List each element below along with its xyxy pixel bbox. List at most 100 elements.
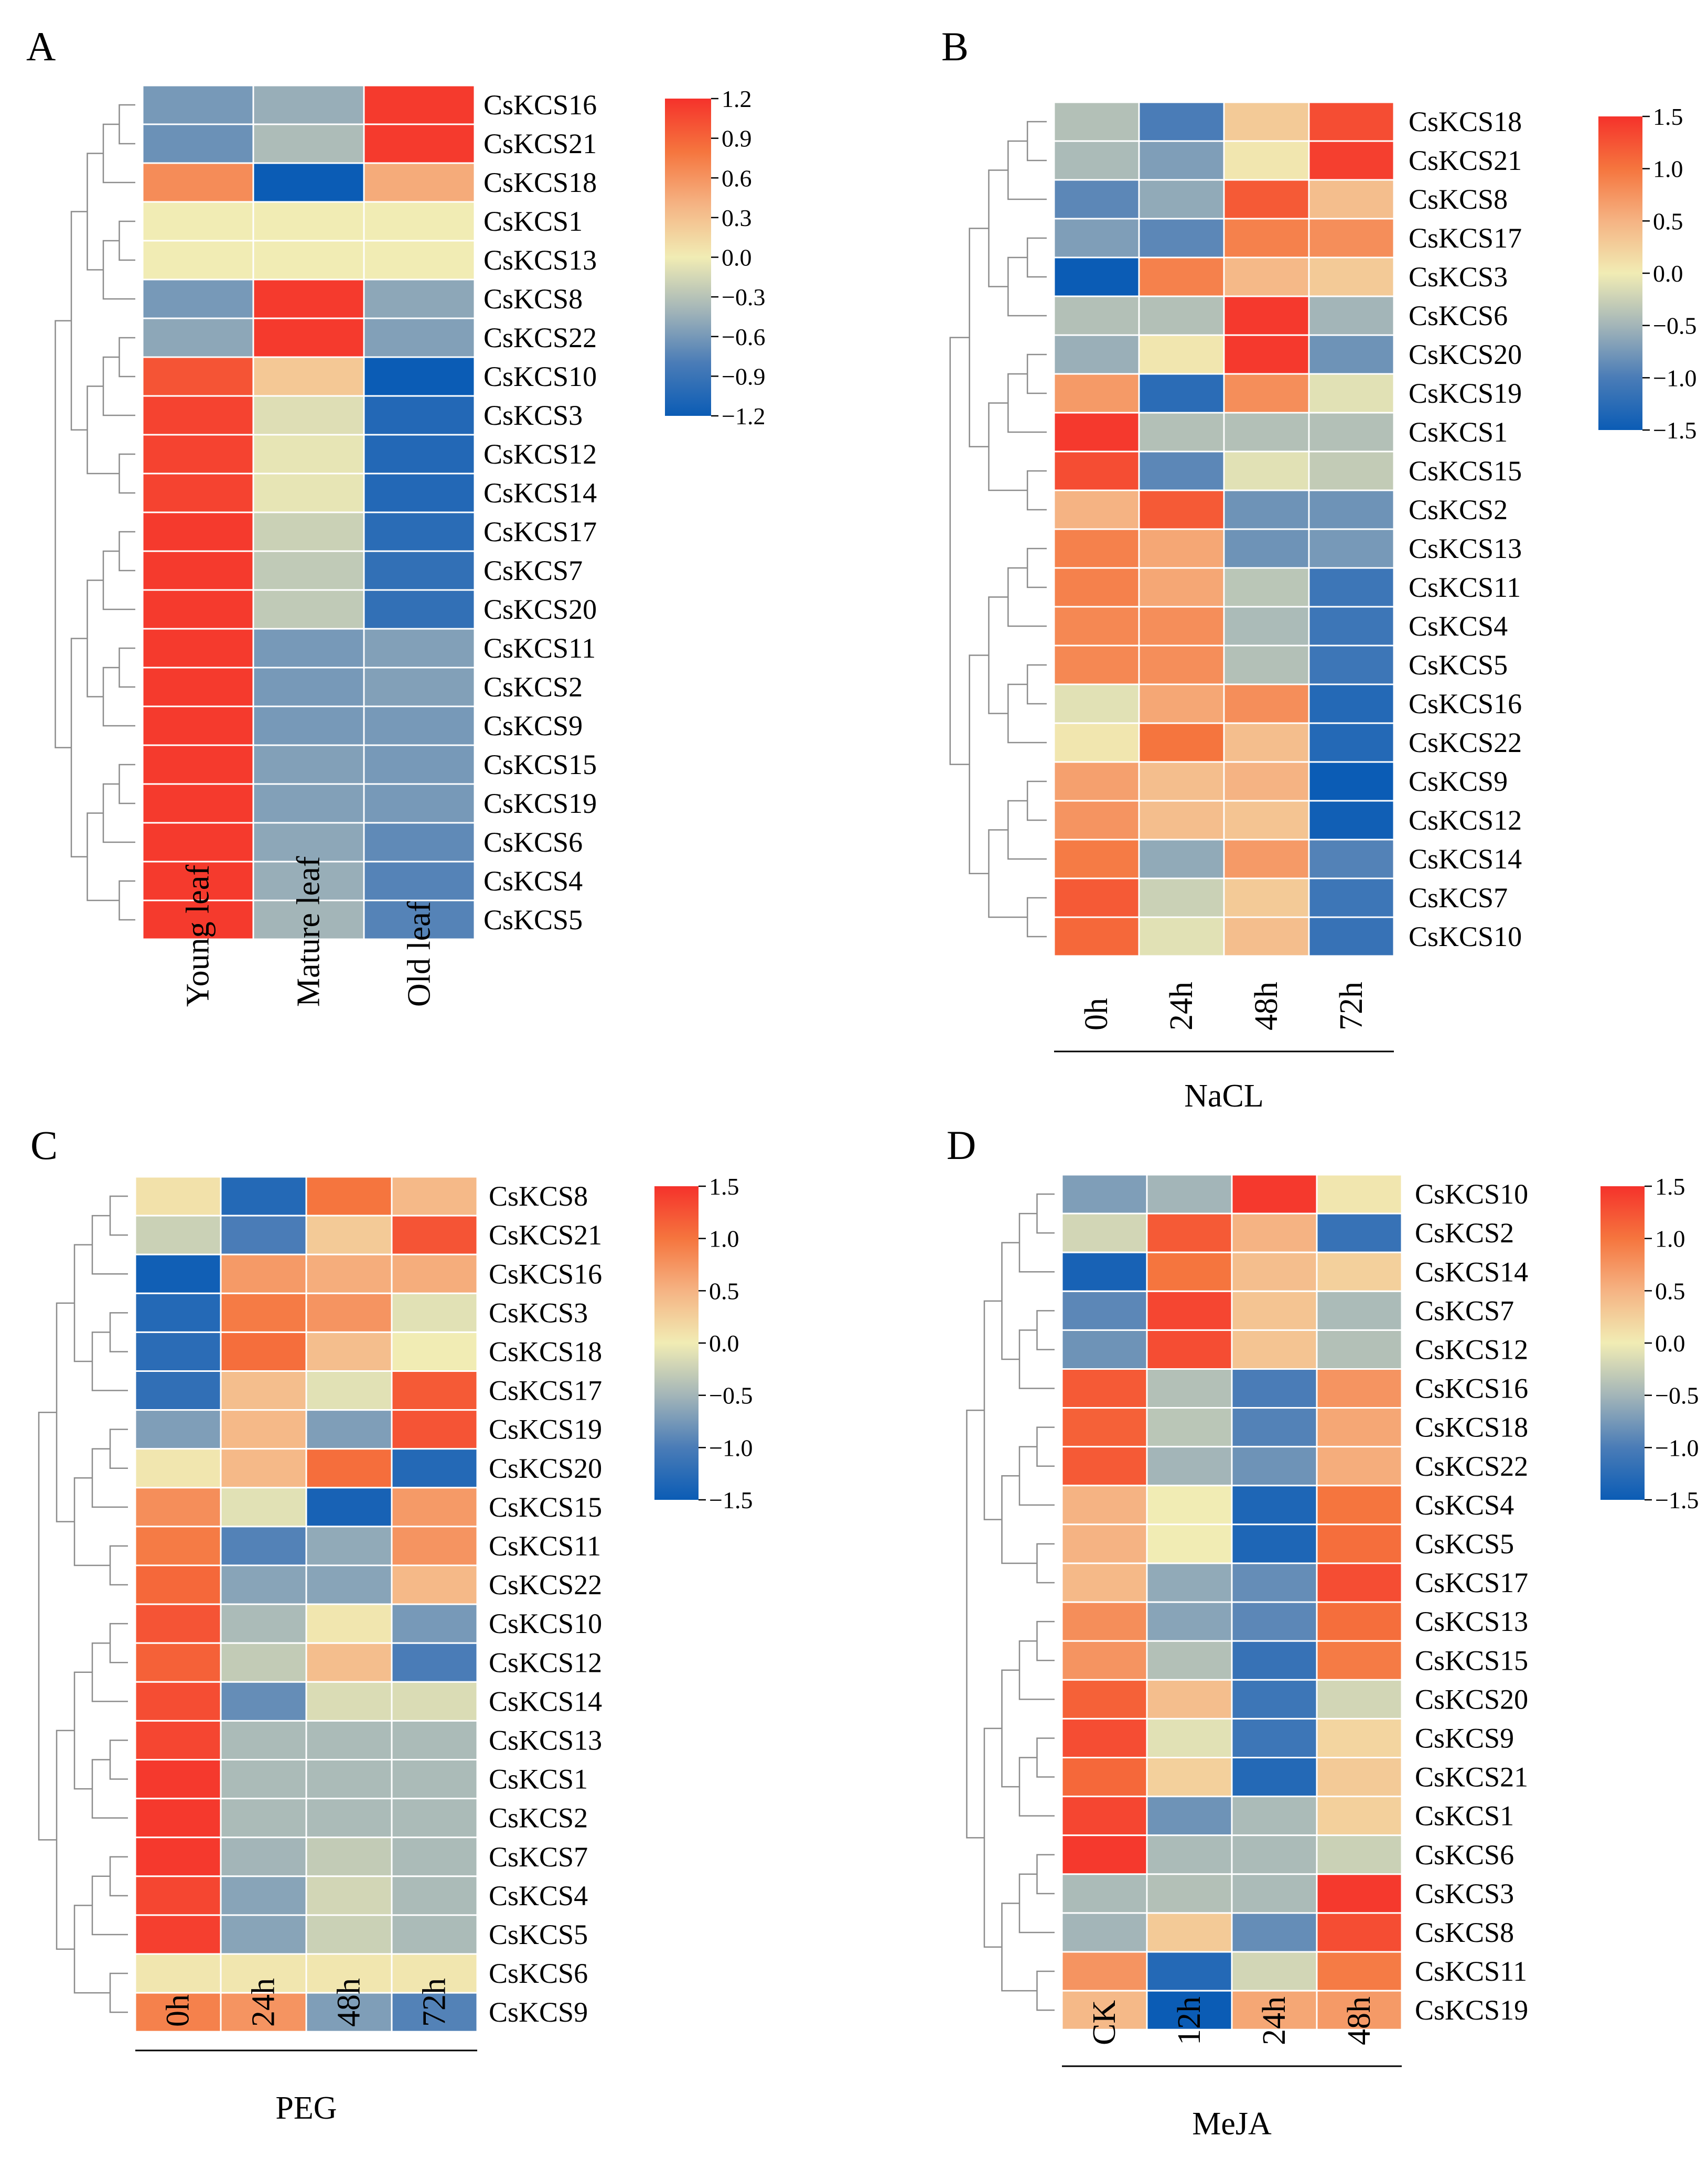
heatmap-cell xyxy=(1223,761,1310,802)
heatmap-cell xyxy=(1061,1640,1148,1681)
heatmap-cell xyxy=(391,1370,478,1411)
heatmap-cell xyxy=(134,1409,222,1450)
row-label: CsKCS19 xyxy=(1409,378,1522,409)
heatmap-cell xyxy=(134,1914,222,1955)
heatmap-cell xyxy=(1053,606,1140,647)
heatmap-cell xyxy=(1316,1601,1403,1642)
heatmap-cell xyxy=(363,861,476,901)
heatmap-cell xyxy=(1061,1290,1148,1331)
row-label: CsKCS20 xyxy=(489,1453,602,1484)
heatmap-cell xyxy=(1053,218,1140,259)
heatmap-cell xyxy=(220,1526,307,1566)
colorbar-tick-label: −1.0 xyxy=(1653,364,1696,391)
heatmap-cell xyxy=(1138,179,1225,220)
heatmap-cell xyxy=(1053,567,1140,608)
heatmap-cell xyxy=(305,1837,393,1877)
row-label: CsKCS21 xyxy=(1409,145,1522,176)
heatmap-cell xyxy=(1308,334,1395,375)
heatmap-cell xyxy=(305,1875,393,1916)
heatmap-cell xyxy=(1053,373,1140,414)
heatmap-cell xyxy=(305,1759,393,1800)
row-label: CsKCS16 xyxy=(1415,1373,1528,1404)
heatmap-cell xyxy=(220,1292,307,1333)
heatmap-cell xyxy=(1146,1290,1233,1331)
heatmap-cell xyxy=(220,1875,307,1916)
row-label: CsKCS7 xyxy=(1415,1295,1514,1326)
heatmap-cell xyxy=(1231,1523,1318,1564)
heatmap-cell xyxy=(1061,1834,1148,1875)
heatmap-cell xyxy=(391,1720,478,1760)
column-label: 0h xyxy=(160,1994,196,2027)
row-label: CsKCS16 xyxy=(489,1258,602,1290)
dendrogram-branch xyxy=(119,337,135,378)
heatmap-cell xyxy=(391,1409,478,1450)
heatmap-cell xyxy=(220,1798,307,1839)
row-label: CsKCS11 xyxy=(484,632,596,664)
column-label: Old leaf xyxy=(402,901,437,1007)
heatmap-cell xyxy=(363,356,476,397)
dendrogram-branch xyxy=(119,764,135,804)
heatmap-cell xyxy=(1231,1757,1318,1798)
heatmap-panel-a: A CsKCS16 CsKCS21 CsKCS18 CsKCS1 CsKCS13 CsKCS… xyxy=(26,24,765,1007)
colorbar-tick-label: 1.5 xyxy=(1655,1173,1685,1200)
row-label: CsKCS3 xyxy=(1415,1878,1514,1909)
heatmap-cell xyxy=(142,240,254,281)
heatmap-cell xyxy=(1231,1990,1318,2031)
row-label: CsKCS1 xyxy=(1409,416,1508,448)
colorbar-tick-label: −0.6 xyxy=(722,324,765,350)
heatmap-cell xyxy=(1146,1174,1233,1215)
heatmap-cell xyxy=(1138,412,1225,453)
row-label: CsKCS12 xyxy=(1415,1334,1528,1365)
heatmap-cell xyxy=(391,1759,478,1800)
row-label: CsKCS15 xyxy=(484,749,597,780)
heatmap-cell xyxy=(1308,179,1395,220)
heatmap-cell xyxy=(1061,1368,1148,1409)
dendrogram-branch xyxy=(119,531,135,572)
heatmap-cell xyxy=(1223,489,1310,530)
heatmap-cell xyxy=(363,744,476,785)
heatmap-cell xyxy=(1231,1174,1318,1215)
heatmap-cell xyxy=(252,705,365,746)
heatmap-cell xyxy=(1223,800,1310,841)
row-label: CsKCS3 xyxy=(484,400,583,431)
dendrogram-branch xyxy=(1026,547,1047,588)
row-label: CsKCS2 xyxy=(1415,1217,1514,1249)
heatmap-cell xyxy=(1138,800,1225,841)
heatmap-cell xyxy=(1231,1679,1318,1720)
heatmap-cell xyxy=(142,744,254,785)
heatmap-cell xyxy=(1231,1562,1318,1603)
row-label: CsKCS5 xyxy=(484,904,583,936)
heatmap-cell xyxy=(363,162,476,203)
heatmap-cell xyxy=(142,667,254,707)
heatmap-cell xyxy=(1146,1912,1233,1953)
row-label: CsKCS14 xyxy=(1409,843,1522,875)
colorbar-tick-label: 0.9 xyxy=(722,125,752,152)
row-label: CsKCS6 xyxy=(1415,1839,1514,1871)
heatmap-cell xyxy=(1316,1368,1403,1409)
colorbar-tick-label: 1.2 xyxy=(722,85,752,112)
row-label: CsKCS15 xyxy=(1409,455,1522,487)
heatmap-cell xyxy=(142,705,254,746)
heatmap-cell xyxy=(1308,800,1395,841)
dendrogram-branch xyxy=(1036,1193,1055,1234)
row-label: CsKCS10 xyxy=(1409,921,1522,952)
heatmap-cell xyxy=(1053,334,1140,375)
heatmap-cell xyxy=(142,278,254,319)
heatmap-cell xyxy=(1223,179,1310,220)
heatmap-cell xyxy=(1231,1446,1318,1487)
heatmap-cell xyxy=(220,1487,307,1528)
column-label: 24h xyxy=(246,1978,282,2027)
colorbar-tick-label: 1.5 xyxy=(709,1173,739,1200)
heatmap-cell xyxy=(1308,256,1395,297)
heatmap-cell xyxy=(1308,916,1395,957)
heatmap-cell xyxy=(1138,489,1225,530)
panel-letter: C xyxy=(30,1122,58,1168)
row-label: CsKCS19 xyxy=(489,1414,602,1445)
heatmap-cell xyxy=(220,1720,307,1760)
column-label: Young leaf xyxy=(180,865,216,1007)
heatmap-cell xyxy=(1231,1368,1318,1409)
heatmap-cell xyxy=(252,201,365,242)
heatmap-cell xyxy=(134,1875,222,1916)
heatmap-cell xyxy=(220,1331,307,1372)
